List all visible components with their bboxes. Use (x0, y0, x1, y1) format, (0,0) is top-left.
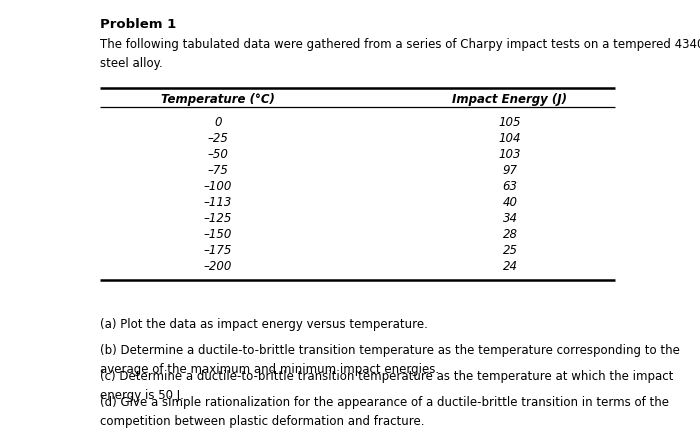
Text: –200: –200 (204, 260, 232, 273)
Text: 105: 105 (498, 116, 522, 129)
Text: 104: 104 (498, 132, 522, 145)
Text: (b) Determine a ductile-to-brittle transition temperature as the temperature cor: (b) Determine a ductile-to-brittle trans… (100, 344, 680, 375)
Text: 25: 25 (503, 244, 517, 257)
Text: 103: 103 (498, 148, 522, 161)
Text: 24: 24 (503, 260, 517, 273)
Text: The following tabulated data were gathered from a series of Charpy impact tests : The following tabulated data were gather… (100, 38, 700, 70)
Text: Temperature (°C): Temperature (°C) (161, 93, 275, 106)
Text: Impact Energy (J): Impact Energy (J) (452, 93, 568, 106)
Text: Problem 1: Problem 1 (100, 18, 176, 31)
Text: 34: 34 (503, 212, 517, 225)
Text: 63: 63 (503, 180, 517, 193)
Text: –75: –75 (208, 164, 228, 177)
Text: (d) Give a simple rationalization for the appearance of a ductile-brittle transi: (d) Give a simple rationalization for th… (100, 396, 669, 427)
Text: 28: 28 (503, 228, 517, 241)
Text: –50: –50 (208, 148, 228, 161)
Text: –100: –100 (204, 180, 232, 193)
Text: (c) Determine a ductile-to-brittle transition temperature as the temperature at : (c) Determine a ductile-to-brittle trans… (100, 370, 673, 402)
Text: –125: –125 (204, 212, 232, 225)
Text: 40: 40 (503, 196, 517, 209)
Text: –113: –113 (204, 196, 232, 209)
Text: 97: 97 (503, 164, 517, 177)
Text: –150: –150 (204, 228, 232, 241)
Text: (a) Plot the data as impact energy versus temperature.: (a) Plot the data as impact energy versu… (100, 318, 428, 331)
Text: 0: 0 (214, 116, 222, 129)
Text: –25: –25 (208, 132, 228, 145)
Text: –175: –175 (204, 244, 232, 257)
